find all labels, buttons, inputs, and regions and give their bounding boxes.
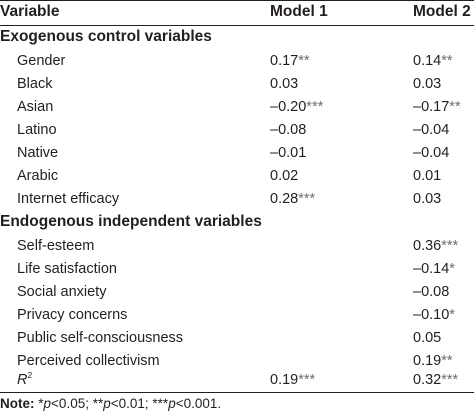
row-label: Gender: [17, 53, 66, 69]
significance-stars: **: [449, 99, 461, 115]
model-2-coefficient: 0.36***: [413, 236, 458, 256]
significance-stars: ***: [441, 238, 459, 254]
table-row: Social anxiety –0.08: [0, 281, 474, 304]
table-row: Latino –0.08 –0.04: [0, 119, 474, 142]
table-row: Privacy concerns –0.10*: [0, 304, 474, 327]
table-row: Black 0.03 0.03: [0, 73, 474, 96]
model-2-coefficient: 0.19**: [413, 351, 453, 371]
coefficient-value: –0.01: [270, 145, 307, 161]
model-1-coefficient: 0.28***: [270, 189, 315, 209]
header-model-2: Model 2: [413, 3, 471, 20]
coefficient-value: 0.19: [413, 353, 442, 369]
model-2-coefficient: 0.01: [413, 166, 441, 186]
significance-stars: *: [449, 261, 455, 277]
coefficient-value: 0.28: [270, 191, 299, 207]
coefficient-value: 0.36: [413, 238, 442, 254]
bottom-rule: [0, 392, 474, 393]
significance-stars: ***: [298, 191, 316, 207]
model-2-coefficient: –0.14*: [413, 259, 455, 279]
header-row: Variable Model 1 Model 2: [0, 0, 474, 26]
coefficient-value: 0.03: [270, 76, 299, 92]
row-label: Self-esteem: [17, 238, 95, 254]
coefficient-value: 0.03: [413, 191, 442, 207]
row-label: Privacy concerns: [17, 307, 128, 323]
model-1-coefficient: 0.02: [270, 166, 298, 186]
table-row: Perceived collectivism 0.19**: [0, 350, 474, 373]
table-row: Life satisfaction –0.14*: [0, 258, 474, 281]
table-row: Native –0.01 –0.04: [0, 142, 474, 165]
row-label: Public self-consciousness: [17, 330, 184, 346]
model-1-coefficient: –0.08: [270, 120, 306, 140]
model-2-coefficient: –0.17**: [413, 97, 461, 117]
row-label: Black: [17, 76, 53, 92]
r-squared-model-1: 0.19***: [270, 372, 316, 388]
coefficient-value: 0.01: [413, 168, 442, 184]
table-row: Arabic 0.02 0.01: [0, 165, 474, 188]
top-rule: [0, 0, 474, 1]
model-2-coefficient: –0.04: [413, 143, 449, 163]
significance-stars: **: [441, 353, 453, 369]
header-model-1: Model 1: [270, 3, 328, 20]
coefficient-value: –0.14: [413, 261, 450, 277]
model-2-coefficient: –0.08: [413, 282, 449, 302]
r-squared-model-2: 0.32***: [413, 372, 459, 388]
coefficient-value: 0.02: [270, 168, 299, 184]
section-heading: Exogenous control variables: [0, 28, 212, 45]
row-label: Latino: [17, 122, 57, 138]
significance-stars: **: [298, 53, 310, 69]
coefficient-value: –0.08: [413, 284, 450, 300]
model-1-coefficient: 0.03: [270, 74, 298, 94]
row-label: Arabic: [17, 168, 59, 184]
table-row: Self-esteem 0.36***: [0, 235, 474, 258]
coefficient-value: 0.14: [413, 53, 442, 69]
table-note: Note: *p<0.05; **p<0.01; ***p<0.001.: [0, 396, 222, 411]
section-heading: Endogenous independent variables: [0, 213, 262, 230]
coefficient-value: –0.17: [413, 99, 450, 115]
coefficient-value: –0.08: [270, 122, 307, 138]
table-row: Asian –0.20*** –0.17**: [0, 96, 474, 119]
model-1-coefficient: 0.17**: [270, 51, 310, 71]
row-label: Internet efficacy: [17, 191, 120, 207]
model-2-coefficient: 0.05: [413, 328, 441, 348]
row-label: Asian: [17, 99, 54, 115]
r-squared-label: R2: [17, 370, 33, 388]
header-variable: Variable: [0, 3, 60, 20]
coefficient-value: –0.04: [413, 145, 450, 161]
significance-stars: *: [449, 307, 455, 323]
model-2-coefficient: –0.04: [413, 120, 449, 140]
row-label: Social anxiety: [17, 284, 107, 300]
model-2-coefficient: 0.03: [413, 74, 441, 94]
header-rule: [0, 25, 474, 26]
r-squared-row: R2 0.19*** 0.32***: [0, 369, 474, 392]
model-1-coefficient: –0.20***: [270, 97, 323, 117]
coefficient-value: 0.17: [270, 53, 299, 69]
table-row: Gender 0.17** 0.14**: [0, 50, 474, 73]
coefficient-value: –0.10: [413, 307, 450, 323]
row-label: Native: [17, 145, 59, 161]
coefficient-value: –0.04: [413, 122, 450, 138]
coefficient-value: 0.05: [413, 330, 442, 346]
table-row: Public self-consciousness 0.05: [0, 327, 474, 350]
model-2-coefficient: 0.03: [413, 189, 441, 209]
row-label: Life satisfaction: [17, 261, 117, 277]
coefficient-value: –0.20: [270, 99, 307, 115]
model-2-coefficient: –0.10*: [413, 305, 455, 325]
table-row: Internet efficacy 0.28*** 0.03: [0, 188, 474, 211]
row-label: Perceived collectivism: [17, 353, 160, 369]
significance-stars: ***: [306, 99, 324, 115]
significance-stars: **: [441, 53, 453, 69]
model-2-coefficient: 0.14**: [413, 51, 453, 71]
coefficient-value: 0.03: [413, 76, 442, 92]
model-1-coefficient: –0.01: [270, 143, 306, 163]
